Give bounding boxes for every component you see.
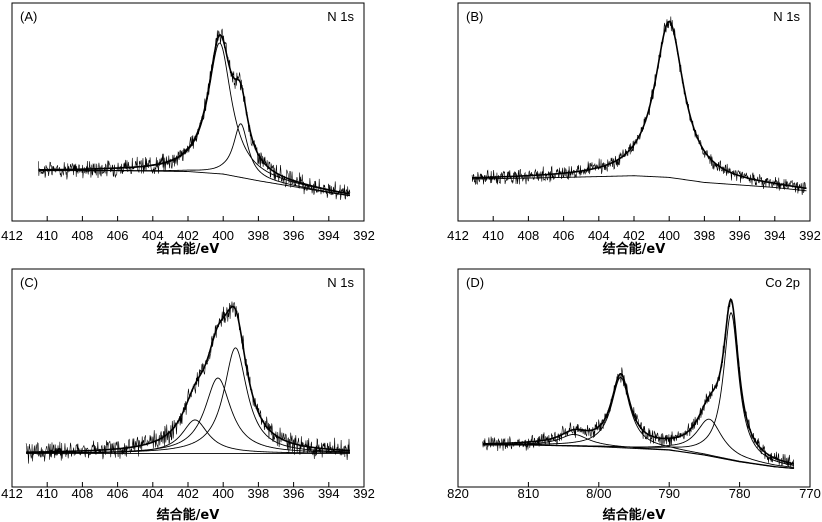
- panel-2: 412 410 408 406 404 402 400 398 396 394 392 结合能/eV (…: [447, 2, 821, 257]
- x-tick-label: 770: [799, 486, 821, 501]
- x-tick-label: 408: [72, 486, 94, 501]
- panel-label: (B): [466, 9, 483, 24]
- x-tick-label: 790: [658, 486, 680, 501]
- panel-label: (A): [20, 9, 37, 24]
- fit-component-1: [472, 20, 807, 189]
- spectrum-title: Co 2p: [765, 275, 800, 290]
- x-tick-label: 410: [36, 228, 58, 243]
- fit-component-4: [482, 312, 794, 466]
- x-tick-label: 404: [588, 228, 610, 243]
- x-tick-label: 404: [142, 228, 164, 243]
- plot-frame: [457, 268, 811, 488]
- panel-4: 820 810 8/00 790 780 770 结合能/eV (D) Co 2p: [447, 268, 821, 522]
- x-tick-label: 398: [694, 228, 716, 243]
- background-line: [482, 444, 794, 469]
- x-tick-label: 400: [658, 228, 680, 243]
- x-tick-label: 398: [248, 228, 270, 243]
- x-tick-label: 396: [283, 486, 305, 501]
- x-tick-label: 410: [36, 486, 58, 501]
- x-tick-label: 398: [248, 486, 270, 501]
- x-tick-label: 400: [212, 486, 234, 501]
- fit-component-2: [482, 433, 794, 469]
- x-tick-label: 394: [764, 228, 786, 243]
- raw-spectrum-line: [38, 28, 351, 200]
- spectrum-title: N 1s: [773, 9, 800, 24]
- fit-component-2: [38, 123, 350, 196]
- x-tick-label: 412: [1, 228, 23, 243]
- panel-3: 412 410 408 406 404 402 400 398 396 394 392 结合能/eV (…: [1, 268, 375, 522]
- x-tick-label: 402: [623, 228, 645, 243]
- x-axis-label: 结合能/eV: [157, 241, 220, 257]
- x-tick-label: 410: [482, 228, 504, 243]
- panel-1: 412 410 408 406 404 402 400 398 396 394 392 结合能/eV (…: [1, 2, 375, 257]
- fit-envelope-line: [482, 298, 794, 465]
- x-tick-label: 412: [447, 228, 469, 243]
- x-tick-label: 392: [353, 486, 375, 501]
- x-tick-label: 406: [553, 228, 575, 243]
- plot-frame: [11, 268, 365, 488]
- fit-envelope-line: [38, 34, 351, 195]
- x-tick-label: 392: [353, 228, 375, 243]
- fit-envelope-line: [26, 305, 350, 453]
- x-axis-label: 结合能/eV: [157, 507, 220, 522]
- x-tick-label: 404: [142, 486, 164, 501]
- x-tick-label: 394: [318, 228, 340, 243]
- raw-spectrum-line: [25, 301, 351, 464]
- x-tick-label: 402: [177, 228, 199, 243]
- fit-envelope-line: [472, 20, 807, 190]
- x-tick-label: 406: [107, 228, 129, 243]
- raw-spectrum-line: [471, 16, 807, 196]
- panel-label: (C): [20, 275, 38, 290]
- x-tick-label: 408: [518, 228, 540, 243]
- spectrum-title: N 1s: [327, 275, 354, 290]
- x-tick-label: 396: [283, 228, 305, 243]
- plot-frame: [457, 2, 811, 222]
- x-tick-label: 406: [107, 486, 129, 501]
- panel-label: (D): [466, 275, 484, 290]
- x-axis-label: 结合能/eV: [603, 507, 666, 522]
- x-tick-label: 8/00: [586, 486, 611, 501]
- x-tick-label: 408: [72, 228, 94, 243]
- fit-component-3: [26, 347, 350, 454]
- fit-component-1: [482, 376, 794, 469]
- x-tick-label: 400: [212, 228, 234, 243]
- x-tick-label: 412: [1, 486, 23, 501]
- x-tick-label: 810: [518, 486, 540, 501]
- x-axis-label: 结合能/eV: [603, 241, 666, 257]
- x-tick-label: 396: [729, 228, 751, 243]
- x-tick-label: 394: [318, 486, 340, 501]
- background-line: [472, 175, 807, 192]
- x-tick-label: 392: [799, 228, 821, 243]
- x-tick-label: 402: [177, 486, 199, 501]
- x-tick-label: 820: [447, 486, 469, 501]
- x-tick-label: 780: [729, 486, 751, 501]
- spectrum-title: N 1s: [327, 9, 354, 24]
